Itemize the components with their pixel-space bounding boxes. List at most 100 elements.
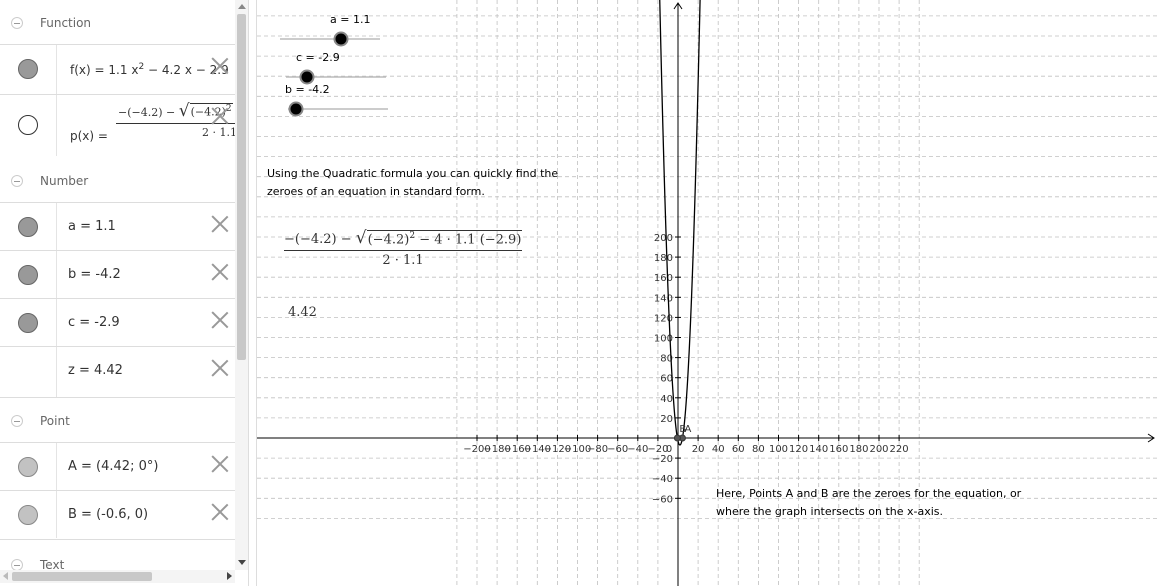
x-tick-label: −100 (564, 444, 591, 455)
function-f-curve[interactable] (659, 0, 702, 446)
y-tick-label: 180 (654, 253, 673, 264)
x-tick-label: −180 (483, 444, 510, 455)
function-f-definition[interactable]: f(x) = 1.1 x2 − 4.2 x − 2.9 (70, 62, 229, 77)
x-tick-label: 140 (809, 444, 828, 455)
grid (257, 0, 1157, 586)
algebra-row-A[interactable]: A = (4.42; 0°) (0, 442, 235, 490)
point-B[interactable]: B = (-0.6, 0) (68, 507, 149, 522)
number-z[interactable]: z = 4.42 (68, 363, 123, 378)
algebra-vertical-scrollbar[interactable] (235, 0, 248, 570)
algebra-list: Function f(x) = 1.1 x2 − 4.2 x − 2.9 p(x… (0, 0, 235, 570)
category-point[interactable]: Point (0, 398, 235, 442)
collapse-icon[interactable] (11, 415, 23, 427)
tick-labels: −200−180−160−140−120−100−80−60−40−200 20 4… (463, 233, 908, 505)
algebra-row-p[interactable]: p(x) = −(−4.2) − √(−4.2)2 2 · 1.1 (0, 94, 235, 156)
x-tick-label: −20 (647, 444, 668, 455)
panel-divider[interactable] (248, 0, 257, 586)
scroll-up-icon[interactable] (238, 4, 246, 9)
category-number[interactable]: Number (0, 158, 235, 202)
y-tick-label: −40 (652, 474, 673, 485)
number-a[interactable]: a = 1.1 (68, 219, 116, 234)
x-tick-label: 180 (849, 444, 868, 455)
y-tick-label: 160 (654, 273, 673, 284)
delete-icon[interactable] (210, 502, 230, 522)
y-tick-label: −20 (652, 454, 673, 465)
delete-icon[interactable] (210, 56, 230, 76)
category-point-label: Point (40, 414, 70, 428)
delete-icon[interactable] (210, 262, 230, 282)
points: AB (673, 424, 691, 442)
algebra-row-B[interactable]: B = (-0.6, 0) (0, 490, 235, 540)
point-A[interactable]: A = (4.42; 0°) (68, 459, 159, 474)
visibility-toggle-p[interactable] (18, 115, 38, 135)
visibility-toggle-a[interactable] (18, 217, 38, 237)
y-tick-label: 140 (654, 293, 673, 304)
x-tick-label: −200 (463, 444, 490, 455)
scroll-left-icon[interactable] (3, 572, 8, 580)
delete-icon[interactable] (210, 310, 230, 330)
algebra-row-f[interactable]: f(x) = 1.1 x2 − 4.2 x − 2.9 (0, 44, 235, 94)
slider-c-knob[interactable] (299, 69, 315, 85)
y-tick-label: −60 (652, 494, 673, 505)
category-function[interactable]: Function (0, 0, 235, 44)
delete-icon[interactable] (210, 454, 230, 474)
visibility-toggle-c[interactable] (18, 313, 38, 333)
visibility-toggle-A[interactable] (18, 457, 38, 477)
collapse-icon[interactable] (11, 175, 23, 187)
graphics-view[interactable]: −200 −180 −160 −140 −120 −100 −80 −60 −40 −20 0 20 4… (257, 0, 1157, 586)
category-text-label: Text (40, 558, 65, 570)
number-b[interactable]: b = -4.2 (68, 267, 121, 282)
point-A-label: A (684, 424, 691, 435)
category-function-label: Function (40, 16, 92, 30)
x-tick-label: −40 (627, 444, 648, 455)
algebra-horizontal-scrollbar[interactable] (0, 570, 235, 583)
number-c[interactable]: c = -2.9 (68, 315, 120, 330)
visibility-toggle-b[interactable] (18, 265, 38, 285)
graph-canvas[interactable]: −200−180−160−140−120−100−80−60−40−200 20 4… (257, 0, 1157, 586)
x-tick-label: 60 (732, 444, 745, 455)
zeroes-note[interactable]: Here, Points A and B are the zeroes for … (716, 487, 1022, 518)
x-tick-label: 80 (752, 444, 765, 455)
collapse-icon[interactable] (11, 559, 23, 570)
category-text[interactable]: Text (0, 542, 235, 570)
x-tick-label: −160 (503, 444, 530, 455)
algebra-row-b[interactable]: b = -4.2 (0, 250, 235, 298)
algebra-row-z[interactable]: z = 4.42 (0, 346, 235, 398)
x-tick-label: −60 (607, 444, 628, 455)
collapse-icon[interactable] (11, 17, 23, 29)
scroll-thumb[interactable] (237, 14, 246, 360)
algebra-row-a[interactable]: a = 1.1 (0, 202, 235, 250)
x-tick-label: 220 (890, 444, 909, 455)
scroll-thumb[interactable] (12, 572, 152, 581)
slider-b-knob[interactable] (288, 101, 304, 117)
intro-text[interactable]: Using the Quadratic formula you can quic… (267, 167, 559, 198)
y-tick-label: 80 (660, 354, 673, 365)
x-tick-label: 40 (712, 444, 725, 455)
algebra-panel: Function f(x) = 1.1 x2 − 4.2 x − 2.9 p(x… (0, 0, 248, 586)
x-tick-label: 100 (769, 444, 788, 455)
delete-icon[interactable] (210, 358, 230, 378)
delete-icon[interactable] (210, 214, 230, 234)
sliders (280, 31, 388, 117)
x-tick-label: 120 (789, 444, 808, 455)
x-tick-label: 20 (692, 444, 705, 455)
scroll-down-icon[interactable] (238, 560, 246, 565)
formula-result[interactable]: 4.42 (288, 305, 317, 320)
slider-a-label: a = 1.1 (330, 13, 371, 26)
category-number-label: Number (40, 174, 89, 188)
formula-display[interactable]: −(−4.2) − √(−4.2)2 − 4 · 1.1 (−2.9) 2 · … (284, 228, 523, 268)
y-axis-arrow (673, 2, 683, 10)
x-tick-label: 0 (666, 444, 672, 455)
visibility-toggle-B[interactable] (18, 505, 38, 525)
y-tick-label: 20 (660, 414, 673, 425)
x-tick-label: −120 (544, 444, 571, 455)
scroll-right-icon[interactable] (227, 572, 232, 580)
delete-icon[interactable] (210, 106, 230, 126)
slider-c-label: c = -2.9 (296, 51, 340, 64)
visibility-toggle-f[interactable] (18, 59, 38, 79)
slider-a-knob[interactable] (333, 31, 349, 47)
x-tick-label: 200 (869, 444, 888, 455)
y-tick-label: 60 (660, 374, 673, 385)
point-B-label: B (679, 424, 686, 435)
algebra-row-c[interactable]: c = -2.9 (0, 298, 235, 346)
